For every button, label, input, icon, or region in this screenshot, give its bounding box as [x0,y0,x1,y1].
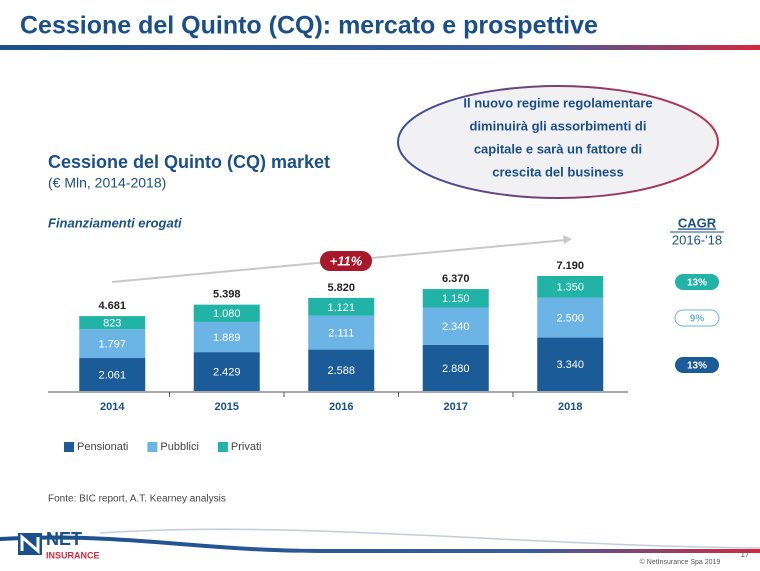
trend-arrow-head [563,235,572,244]
value-label: 1.080 [213,308,241,320]
value-label: 1.150 [442,293,470,305]
annotation: +11% [330,253,363,268]
bar-segment [422,344,489,391]
bar-segment [308,297,375,316]
bar-segment [193,304,260,322]
bar-segment [79,358,146,391]
logo-text: NET [46,529,82,549]
value-label: 1.889 [213,332,241,344]
callout-text: diminuirà gli assorbimenti di [470,118,647,133]
value-label: 2.500 [556,312,584,324]
chart-subtitle: (€ Mln, 2014-2018) [48,175,166,191]
legend-swatch [217,442,228,452]
legend-label: Privati [231,441,262,453]
cagr-value: 13% [687,361,707,372]
value-label: 2.111 [328,328,354,340]
legend-swatch [64,442,74,452]
total-label: 7.190 [556,260,584,272]
cagr-value: 13% [687,278,707,289]
bar-segment [79,329,146,359]
bar-segment [193,321,260,353]
bar-segment [537,297,604,338]
total-label: 6.370 [442,273,470,285]
copyright: © NetInsurance Spa 2019 [640,558,721,566]
bar-segment [537,275,604,298]
page-number: 17 [741,550,750,559]
total-label: 5.820 [327,282,355,294]
value-label: 1.350 [556,282,584,294]
bar-segment [79,316,146,330]
cagr-badge [675,357,719,373]
chart-title: Cessione del Quinto (CQ) market [48,152,330,172]
x-tick-label: 2017 [444,401,468,413]
value-label: 3.340 [556,359,584,371]
callout-ellipse [397,85,719,199]
legend-swatch [147,442,158,452]
legend-label: Pensionati [77,441,128,453]
annotation-badge [320,251,372,271]
callout-text: Il nuovo regime regolamentare [463,95,652,110]
bar-segment [422,307,489,345]
bar-segment [537,337,604,391]
value-label: 2.880 [442,363,470,375]
bar-segment [422,289,489,308]
cagr-value: 9% [690,314,705,325]
cagr-period: 2016-'18 [672,232,722,247]
value-label: 2.429 [213,366,241,378]
chart-label: Finanziamenti erogati [48,215,182,230]
value-label: 1.797 [98,339,126,351]
cagr-badge [674,309,720,327]
footer-swoosh [0,535,760,553]
source: Fonte: BIC report, A.T. Kearney analysis [48,494,226,505]
total-label: 5.398 [213,289,241,301]
cagr-title: CAGR [678,215,717,230]
callout-text: crescita del business [492,164,624,179]
footer-line [99,528,760,549]
logo-subtext: INSURANCE [46,550,100,560]
value-label: 823 [103,318,121,330]
x-tick-label: 2014 [100,401,125,413]
value-label: 2.588 [327,365,355,377]
bar-segment [308,349,375,391]
x-tick-label: 2015 [215,401,239,413]
header-bar [0,45,760,50]
slide-title: Cessione del Quinto (CQ): mercato e pros… [20,12,598,40]
value-label: 2.061 [98,369,126,381]
bar-segment [308,315,375,350]
bar-segment [193,352,260,391]
x-tick-label: 2016 [329,401,353,413]
value-label: 1.121 [327,302,355,314]
callout-text: capitale e sarà un fattore di [474,141,642,156]
x-tick-label: 2018 [558,401,582,413]
total-label: 4.681 [98,300,126,312]
value-label: 2.340 [442,321,470,333]
cagr-badge [675,274,719,290]
logo-n [20,533,40,555]
legend-label: Pubblici [160,441,199,453]
